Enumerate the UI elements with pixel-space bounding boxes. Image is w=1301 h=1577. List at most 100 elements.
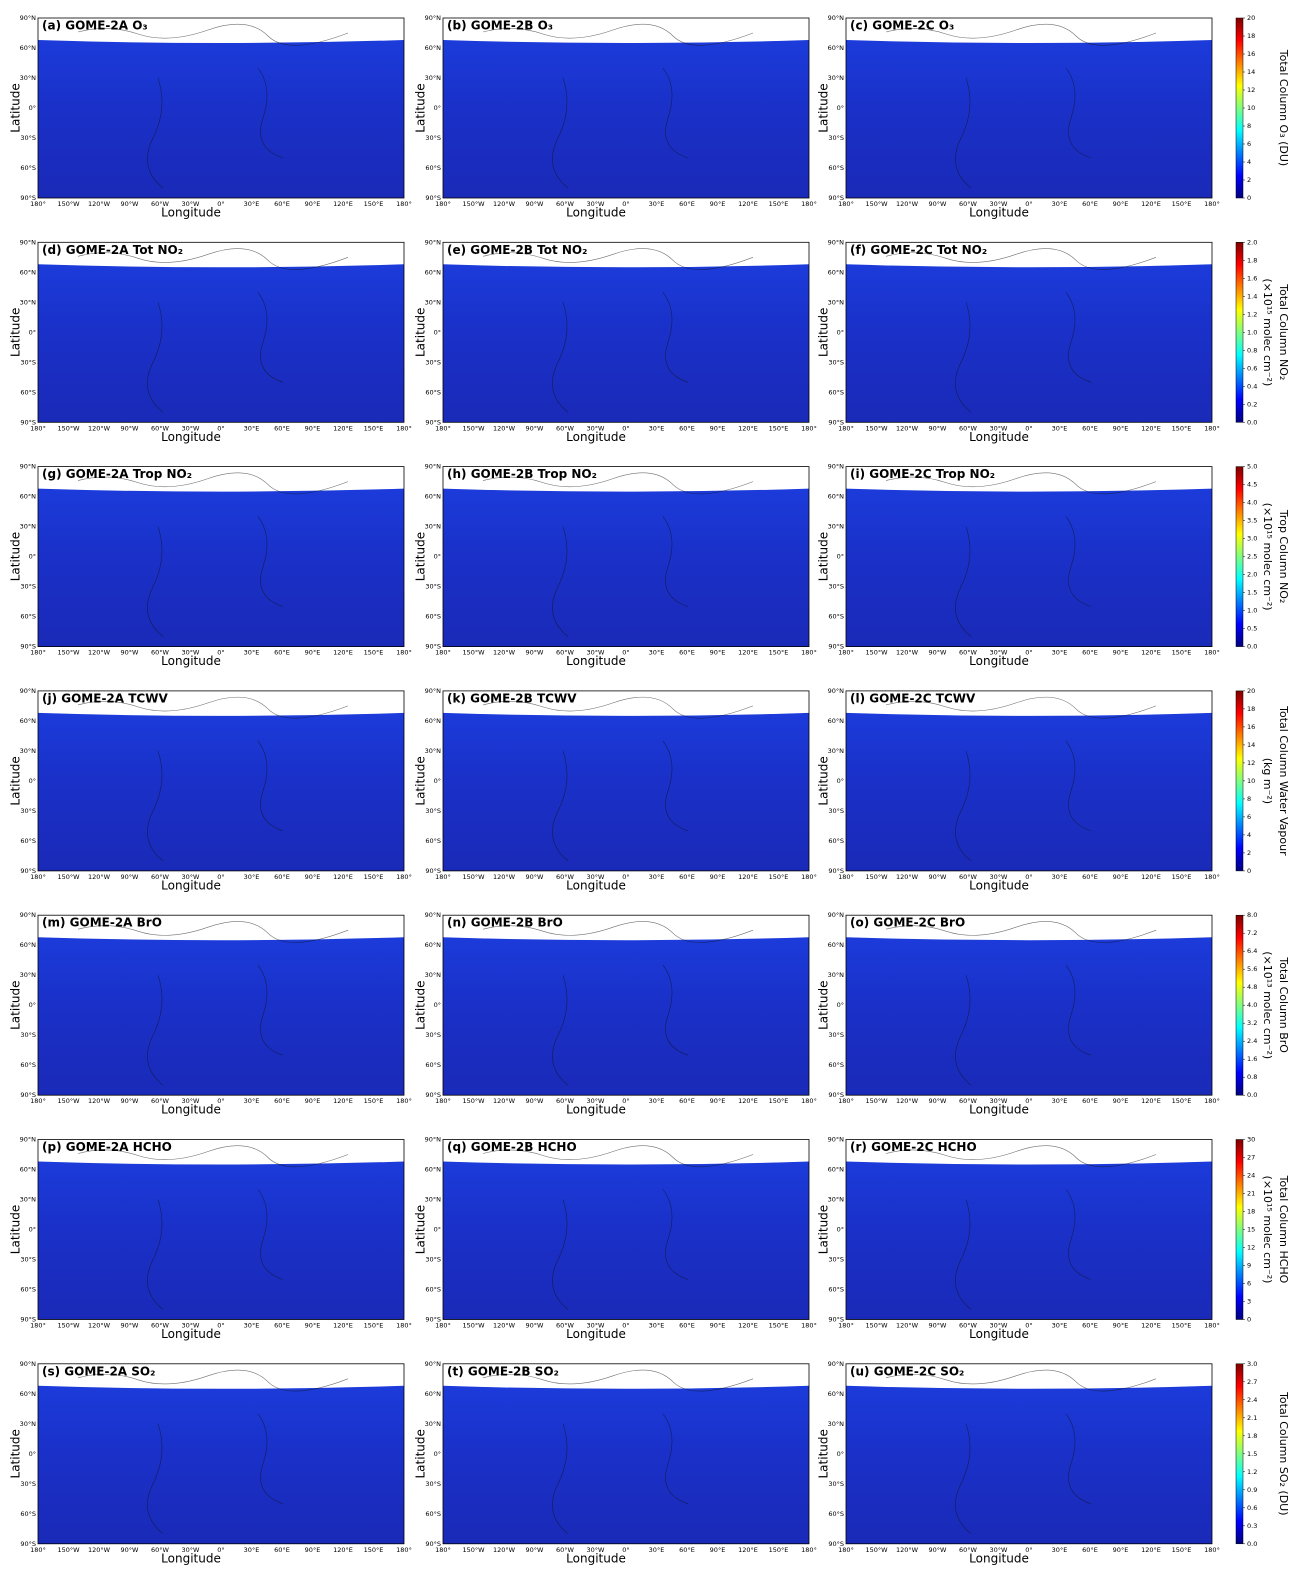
lon-tick-label: 0° [622, 424, 629, 432]
colorbar-tick-label: 1.6 [1247, 274, 1257, 282]
colorbar-tick-label: 14 [1247, 741, 1255, 749]
map-area [846, 690, 1212, 871]
lon-tick-label: 120°E [1141, 200, 1161, 208]
colorbar-tick-label: 0.0 [1247, 1091, 1257, 1099]
lat-tick-label: 90°N [20, 1360, 37, 1368]
lat-tick-label: 60°N [828, 493, 845, 501]
colorbar-tick-label: 12 [1247, 759, 1255, 767]
lon-tick-label: 30°E [1052, 1097, 1068, 1105]
lat-tick-label: 60°S [828, 164, 844, 172]
lon-tick-label: 150°W [462, 200, 485, 208]
lon-tick-label: 30°E [1052, 1546, 1068, 1554]
lon-tick-label: 150°E [769, 1097, 789, 1105]
colorbar-tick-label: 2 [1247, 176, 1251, 184]
lat-tick-label: 0° [434, 1001, 441, 1009]
lat-tick-label: 30°N [20, 971, 37, 979]
x-axis-label: Longitude [161, 206, 221, 220]
lon-tick-label: 120°E [333, 649, 353, 657]
colorbar-tick-label: 8.0 [1247, 911, 1257, 919]
lon-tick-label: 150°E [1172, 1546, 1192, 1554]
lon-tick-label: 180° [838, 649, 854, 657]
lat-tick-label: 30°N [828, 523, 845, 531]
lon-tick-label: 180° [801, 873, 817, 881]
coastline [77, 248, 349, 413]
lon-tick-label: 30°W [990, 1546, 1009, 1554]
lat-tick-label: 60°N [20, 268, 37, 276]
panel-title: (e) GOME-2B Tot NO₂ [447, 243, 587, 257]
lon-tick-label: 150°W [865, 649, 888, 657]
lon-tick-label: 60°E [274, 200, 290, 208]
map-frame [37, 17, 405, 199]
lat-tick-label: 60°N [20, 493, 37, 501]
coastline [885, 248, 1157, 413]
lon-tick-label: 180° [396, 1546, 412, 1554]
lon-tick-label: 90°W [121, 873, 140, 881]
polar-no-data [443, 242, 809, 268]
lon-tick-label: 90°W [121, 1322, 140, 1330]
lat-tick-label: 60°S [828, 837, 844, 845]
lon-tick-label: 60°E [274, 424, 290, 432]
lat-tick-label: 0° [837, 328, 844, 336]
y-axis-label: Latitude [817, 532, 831, 581]
map-frame [442, 17, 810, 199]
lon-tick-label: 120°E [333, 1097, 353, 1105]
lon-tick-label: 30°W [587, 649, 606, 657]
colorbar-tick-label: 4.0 [1247, 1001, 1257, 1009]
lat-tick-label: 0° [29, 104, 36, 112]
lon-tick-label: 120°W [896, 649, 919, 657]
lon-tick-label: 0° [1025, 1322, 1032, 1330]
lon-tick-label: 180° [396, 649, 412, 657]
lon-tick-label: 90°E [1113, 649, 1129, 657]
lon-tick-label: 120°W [88, 424, 111, 432]
lon-tick-label: 90°W [526, 873, 545, 881]
lon-tick-label: 120°E [738, 1097, 758, 1105]
colorbar-tick-label: 2.7 [1247, 1378, 1257, 1386]
colorbar-tick-label: 0.2 [1247, 400, 1257, 408]
lon-tick-label: 60°W [556, 1546, 575, 1554]
lon-tick-label: 30°W [182, 1546, 201, 1554]
lat-tick-label: 60°S [425, 1510, 441, 1518]
lat-tick-label: 0° [434, 553, 441, 561]
lon-tick-label: 120°W [493, 1322, 516, 1330]
coastline [77, 696, 349, 862]
lat-tick-label: 30°N [425, 1196, 442, 1204]
lat-tick-label: 90°S [828, 867, 844, 875]
lat-tick-label: 0° [434, 104, 441, 112]
lon-tick-label: 120°W [896, 424, 919, 432]
lon-tick-label: 0° [217, 200, 224, 208]
lat-tick-label: 90°S [828, 1091, 844, 1099]
lon-tick-label: 60°E [1082, 873, 1098, 881]
lon-tick-label: 60°W [959, 1097, 978, 1105]
panel-title: (s) GOME-2A SO₂ [42, 1364, 155, 1378]
map-area [443, 1363, 809, 1544]
colorbar-tick-label: 4.5 [1247, 481, 1257, 489]
colorbar-tick-label: 10 [1247, 104, 1255, 112]
coastline [885, 1145, 1157, 1310]
y-axis-label: Latitude [414, 1205, 428, 1254]
lat-tick-label: 90°N [20, 14, 37, 22]
lon-tick-label: 60°E [679, 873, 695, 881]
lon-tick-label: 0° [622, 649, 629, 657]
lon-tick-label: 90°W [121, 1546, 140, 1554]
lat-tick-label: 30°N [425, 74, 442, 82]
lon-tick-label: 120°W [896, 873, 919, 881]
lon-tick-label: 150°E [364, 200, 384, 208]
lat-tick-label: 0° [29, 1450, 36, 1458]
lat-tick-label: 60°N [425, 1166, 442, 1174]
map-frame [37, 690, 405, 872]
y-axis-label: Latitude [817, 308, 831, 357]
lat-tick-label: 60°S [20, 164, 36, 172]
lat-tick-label: 30°N [20, 74, 37, 82]
lon-tick-label: 60°E [1082, 1322, 1098, 1330]
lon-tick-label: 0° [217, 1322, 224, 1330]
colorbar-tick-label: 8 [1247, 795, 1251, 803]
lon-tick-label: 150°W [462, 1097, 485, 1105]
lon-tick-label: 150°E [769, 200, 789, 208]
colorbar-tick-label: 4 [1247, 158, 1251, 166]
lat-tick-label: 0° [837, 553, 844, 561]
colorbar-tick-label: 9 [1247, 1262, 1251, 1270]
lat-tick-label: 90°S [20, 1540, 36, 1548]
lat-tick-label: 60°N [828, 1390, 845, 1398]
lon-tick-label: 30°E [1052, 873, 1068, 881]
y-axis-label: Latitude [9, 308, 23, 357]
